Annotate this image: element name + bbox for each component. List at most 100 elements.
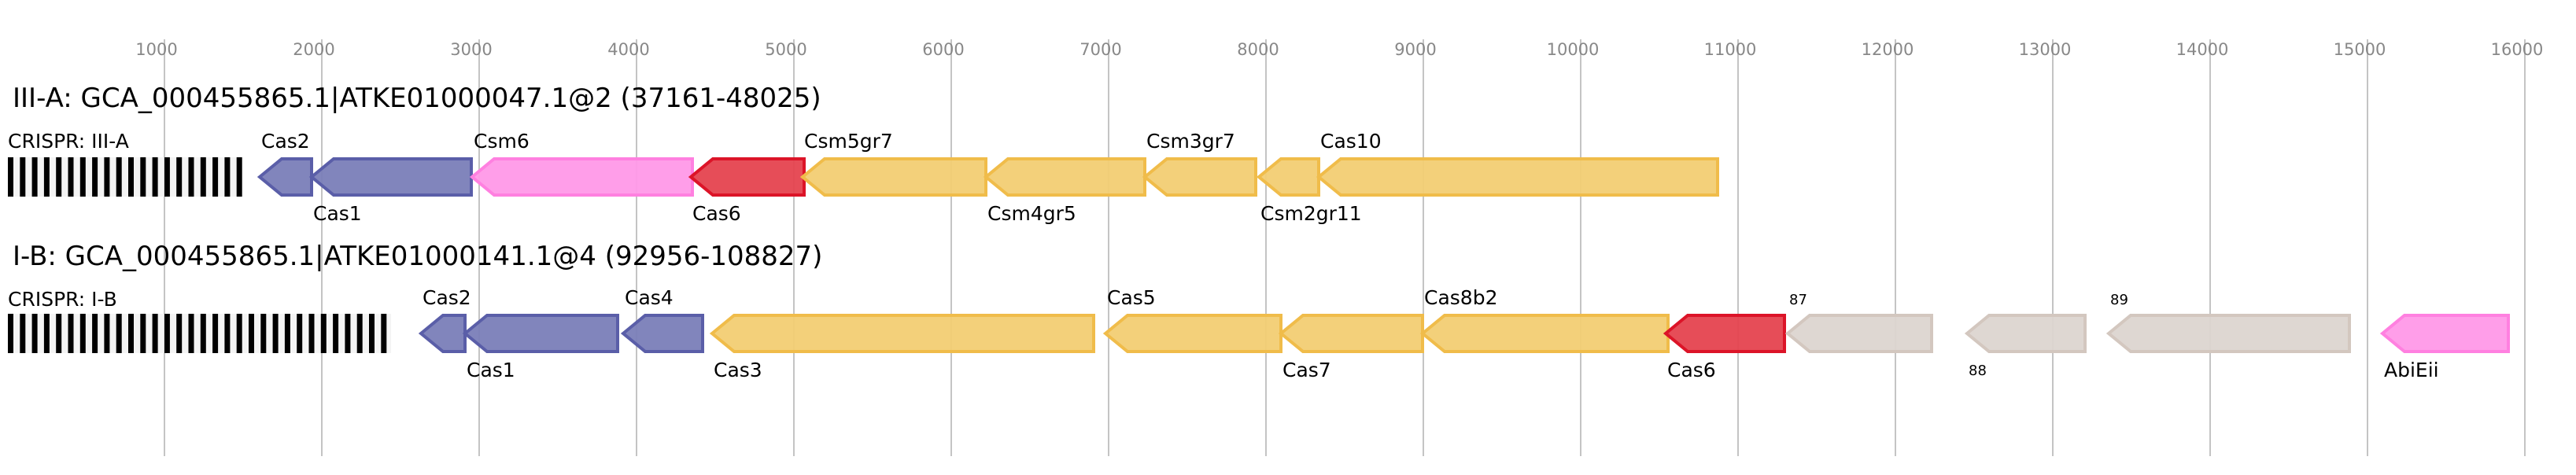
tick-label: 16000	[2491, 40, 2544, 59]
locus-1: III-A: GCA_000455865.1|ATKE01000047.1@2 …	[8, 83, 1719, 225]
gene-arrow[interactable]	[1964, 314, 2087, 353]
crispr-repeat	[308, 314, 315, 353]
gene-arrow[interactable]	[1316, 157, 1719, 197]
gene-arrow[interactable]	[1278, 314, 1424, 353]
gene-label: Cas8b2	[1424, 286, 1497, 309]
gene-Cas2[interactable]: Cas2	[418, 286, 471, 353]
tick-label: 3000	[450, 40, 492, 59]
crispr-repeat	[224, 314, 231, 353]
gene-arrow[interactable]	[688, 157, 806, 197]
crispr-repeat	[79, 314, 86, 353]
crispr-repeat	[128, 314, 134, 353]
gene-Cas4[interactable]: Cas4	[620, 286, 704, 353]
crispr-label: CRISPR: III-A	[8, 130, 129, 153]
gene-arrow[interactable]	[2105, 314, 2351, 353]
crispr-repeat	[236, 314, 242, 353]
gene-Cas1[interactable]: Cas1	[462, 314, 619, 381]
gene-arrow[interactable]	[620, 314, 704, 353]
gene-Cas1[interactable]: Cas1	[308, 157, 473, 225]
gene-Csm2gr11[interactable]: Csm2gr11	[1256, 157, 1362, 225]
crispr-repeat	[56, 157, 62, 197]
gene-Csm4gr5[interactable]: Csm4gr5	[983, 157, 1146, 225]
crispr-repeat	[152, 157, 158, 197]
crispr-repeat	[176, 314, 183, 353]
gene-arrow[interactable]	[1663, 314, 1786, 353]
gene-arrow[interactable]	[1102, 314, 1282, 353]
crispr-repeat	[176, 157, 183, 197]
gene-arrow[interactable]	[983, 157, 1146, 197]
crispr-repeat	[8, 314, 13, 353]
gene-arrow[interactable]	[1784, 314, 1933, 353]
gene-87[interactable]: 87	[1784, 292, 1933, 353]
gene-arrow[interactable]	[799, 157, 987, 197]
crispr-repeat	[20, 157, 26, 197]
gene-arrow[interactable]	[1419, 314, 1670, 353]
crispr-repeat	[104, 157, 110, 197]
crispr-label: CRISPR: I-B	[8, 288, 117, 311]
crispr-repeat	[92, 157, 98, 197]
gene-AbiEii[interactable]: AbiEii	[2379, 314, 2510, 381]
gene-arrow[interactable]	[1142, 157, 1257, 197]
crispr-repeat	[356, 314, 363, 353]
crispr-repeat	[140, 157, 146, 197]
gene-Cas6[interactable]: Cas6	[688, 157, 806, 225]
crispr-repeat	[31, 157, 38, 197]
crispr-repeat	[333, 314, 339, 353]
crispr-repeat	[31, 314, 38, 353]
tick-label: 15000	[2334, 40, 2386, 59]
gene-Cas10[interactable]: Cas10	[1316, 130, 1719, 197]
gene-89[interactable]: 89	[2105, 292, 2351, 353]
tick-label: 4000	[607, 40, 649, 59]
gene-arrow[interactable]	[256, 157, 313, 197]
tick-label: 14000	[2176, 40, 2229, 59]
gene-arrow[interactable]	[462, 314, 619, 353]
gene-Cas5[interactable]: Cas5	[1102, 286, 1282, 353]
gene-arrow[interactable]	[418, 314, 467, 353]
gene-label: Cas4	[625, 286, 674, 309]
gene-Cas6[interactable]: Cas6	[1663, 314, 1786, 381]
tick-label: 11000	[1704, 40, 1757, 59]
crispr-repeat	[200, 314, 206, 353]
crispr-repeat	[92, 314, 98, 353]
gene-label: Cas7	[1282, 359, 1331, 381]
gene-Cas8b2[interactable]: Cas8b2	[1419, 286, 1670, 353]
gene-Csm6[interactable]: Csm6	[469, 130, 694, 197]
gene-Cas7[interactable]: Cas7	[1278, 314, 1424, 381]
tick-label: 7000	[1079, 40, 1121, 59]
crispr-repeat	[297, 314, 303, 353]
gene-88[interactable]: 88	[1964, 314, 2087, 379]
crispr-repeat	[188, 314, 194, 353]
gene-label: AbiEii	[2384, 359, 2439, 381]
gene-Cas2[interactable]: Cas2	[256, 130, 313, 197]
crispr-repeat	[43, 157, 50, 197]
gene-label: Csm5gr7	[804, 130, 893, 153]
gene-label: Csm2gr11	[1260, 202, 1362, 225]
locus-title: III-A: GCA_000455865.1|ATKE01000047.1@2 …	[13, 83, 821, 114]
locus-2: I-B: GCA_000455865.1|ATKE01000141.1@4 (9…	[8, 241, 2510, 381]
gene-arrow[interactable]	[1256, 157, 1320, 197]
crispr-repeat	[320, 314, 327, 353]
gene-label: Cas2	[423, 286, 471, 309]
tick-label: 9000	[1394, 40, 1436, 59]
tick-label: 13000	[2019, 40, 2072, 59]
crispr-repeat	[68, 157, 74, 197]
crispr-repeat	[140, 314, 146, 353]
gene-arrow[interactable]	[308, 157, 473, 197]
crispr-array	[8, 314, 391, 353]
gene-Csm5gr7[interactable]: Csm5gr7	[799, 130, 987, 197]
crispr-repeat	[164, 157, 170, 197]
crispr-repeat	[116, 314, 122, 353]
gene-label: Cas1	[313, 202, 362, 225]
gene-label: 89	[2110, 292, 2128, 308]
gene-arrow[interactable]	[2379, 314, 2510, 353]
crispr-repeat	[272, 314, 279, 353]
crispr-repeat	[381, 314, 387, 353]
tick-label: 8000	[1237, 40, 1279, 59]
gene-Csm3gr7[interactable]: Csm3gr7	[1142, 130, 1257, 197]
locus-title: I-B: GCA_000455865.1|ATKE01000141.1@4 (9…	[13, 241, 822, 272]
gene-Cas3[interactable]: Cas3	[709, 314, 1095, 381]
gene-arrow[interactable]	[469, 157, 694, 197]
gene-arrow[interactable]	[709, 314, 1095, 353]
tick-label: 5000	[765, 40, 806, 59]
crispr-repeat	[212, 157, 219, 197]
